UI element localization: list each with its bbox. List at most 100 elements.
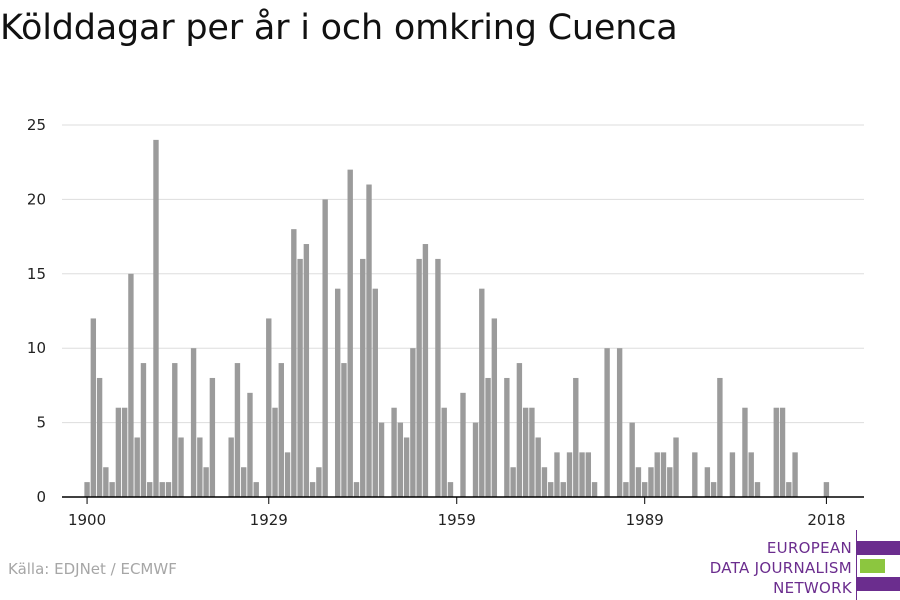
bar-1927 <box>253 482 259 497</box>
bar-1934 <box>297 258 303 497</box>
bar-1951 <box>403 437 410 497</box>
x-tick-label: 1900 <box>68 511 106 529</box>
bar-1970 <box>522 407 529 497</box>
bar-1902 <box>96 377 103 497</box>
bar-1985 <box>616 348 623 497</box>
bar-1947 <box>378 422 385 497</box>
bar-1905 <box>115 407 122 497</box>
bar-1933 <box>291 229 297 497</box>
bar-1953 <box>416 258 422 497</box>
bar-1972 <box>535 437 541 497</box>
bar-1920 <box>209 377 216 497</box>
bar-2013 <box>792 452 798 497</box>
logo-divider <box>856 530 857 600</box>
bar-1958 <box>447 482 454 497</box>
x-tick-label: 1929 <box>250 511 288 529</box>
bar-1983 <box>604 348 610 497</box>
bar-2003 <box>729 452 736 497</box>
logo-bar-purple-top <box>857 541 900 555</box>
bar-1997 <box>692 452 698 497</box>
bar-1940 <box>334 288 341 497</box>
bar-1992 <box>660 452 667 497</box>
bar-1925 <box>241 467 247 497</box>
bar-1924 <box>234 363 241 497</box>
bar-1974 <box>548 482 554 497</box>
bar-1989 <box>642 482 648 497</box>
logo-line-1: EUROPEAN <box>766 539 852 557</box>
bar-1935 <box>303 244 310 497</box>
logo-text: EUROPEAN DATA JOURNALISM NETWORK <box>710 538 852 598</box>
bar-1943 <box>353 482 360 497</box>
bar-1931 <box>278 363 284 497</box>
bar-1978 <box>573 377 579 497</box>
bar-1914 <box>172 363 178 497</box>
bar-1976 <box>560 482 566 497</box>
bar-1975 <box>554 452 560 497</box>
bar-1999 <box>704 467 711 497</box>
bar-1944 <box>360 258 366 497</box>
bar-1956 <box>435 258 441 497</box>
bar-1919 <box>203 467 209 497</box>
x-tick-label: 2018 <box>807 511 845 529</box>
bar-1960 <box>460 392 466 497</box>
bar-1932 <box>284 452 291 497</box>
y-tick-label: 20 <box>27 190 46 208</box>
bar-2018 <box>823 482 830 497</box>
logo-bar-purple-bottom <box>857 577 900 591</box>
bar-1917 <box>190 348 197 497</box>
axes: 0 5 10 15 20 25 1900 1929 1959 1989 2018 <box>27 116 864 529</box>
bar-1945 <box>366 184 372 497</box>
bar-1981 <box>591 482 598 497</box>
bar-1977 <box>566 452 573 497</box>
bar-1911 <box>153 139 159 497</box>
bar-1915 <box>178 437 184 497</box>
bar-1965 <box>491 318 498 497</box>
bar-1946 <box>372 288 378 497</box>
bar-1942 <box>347 169 353 497</box>
y-tick-label: 10 <box>27 339 46 357</box>
bar-1988 <box>635 467 642 497</box>
y-tick-label: 0 <box>36 488 46 506</box>
bar-1910 <box>147 482 153 497</box>
source-note: Källa: EDJNet / ECMWF <box>8 560 177 578</box>
bar-1979 <box>579 452 585 497</box>
bar-1990 <box>648 467 654 497</box>
bar-2006 <box>748 452 754 497</box>
bar-1967 <box>504 377 510 497</box>
bar-chart: 0 5 10 15 20 25 1900 1929 1959 1989 2018 <box>27 116 864 529</box>
bar-1913 <box>165 482 172 497</box>
bar-2010 <box>773 407 779 497</box>
bar-1907 <box>128 273 134 497</box>
bar-1930 <box>272 407 278 497</box>
bar-1991 <box>654 452 660 497</box>
bar-1969 <box>516 363 523 497</box>
y-tick-label: 25 <box>27 116 46 134</box>
logo-line-3: NETWORK <box>773 579 852 597</box>
gridlines <box>62 124 864 424</box>
bar-1903 <box>103 467 109 497</box>
bar-1938 <box>322 199 328 497</box>
bar-1962 <box>472 422 479 497</box>
bar-1994 <box>673 437 679 497</box>
chart-title: Kölddagar per år i och omkring Cuenca <box>0 8 678 48</box>
bar-1937 <box>316 467 322 497</box>
bar-1973 <box>541 467 548 497</box>
bar-1906 <box>121 407 128 497</box>
bar-1952 <box>410 348 416 497</box>
bar-1918 <box>197 437 203 497</box>
logo-line-2: DATA JOURNALISM <box>709 559 852 577</box>
bar-2011 <box>779 407 786 497</box>
bar-1968 <box>510 467 516 497</box>
bar-1929 <box>266 318 272 497</box>
bar-1971 <box>529 407 535 497</box>
bar-1957 <box>441 407 447 497</box>
bar-1900 <box>84 482 90 497</box>
bar-1909 <box>140 363 147 497</box>
bar-2012 <box>786 482 792 497</box>
x-tick-label: 1959 <box>438 511 476 529</box>
bar-1986 <box>623 482 629 497</box>
bar-1964 <box>485 377 491 497</box>
bar-2005 <box>742 407 748 497</box>
bar-1936 <box>309 482 316 497</box>
bar-1987 <box>629 422 635 497</box>
